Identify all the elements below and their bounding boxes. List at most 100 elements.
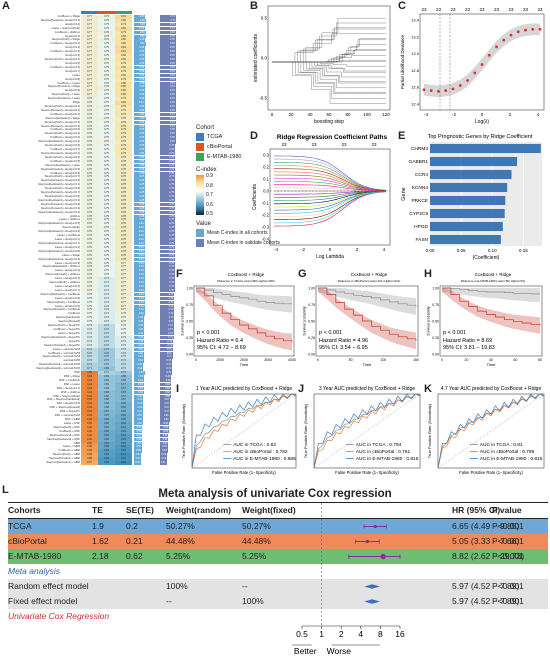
cindex-cell: 0.79: [115, 108, 132, 113]
cindex-cell: 0.75: [98, 230, 115, 235]
model-name: StepCox[forward] + Enet[α=0.8]: [40, 202, 80, 206]
cindex-cell: 0.72: [81, 359, 98, 364]
heatmap-row: StepCox[both] + Enet[α=0.4] 0.76 0.75 0.79 0…: [2, 132, 182, 137]
mean-validate-bar: 0.75: [160, 191, 175, 195]
heatmap-row: RSF + Lasso 0.94 0.69 0.67 0.62 0.68: [2, 382, 182, 387]
panel-label-l: L: [2, 484, 9, 496]
cindex-cell: 0.76: [81, 183, 98, 188]
mean-validate-bar: 0.64: [160, 441, 169, 446]
heatmap-row: StepCox[forward] + plsRcox 0.76 0.75 0.77 0.…: [2, 273, 182, 278]
mean-all-bar: 0.61: [134, 367, 144, 371]
model-name: StepCox[forward] + SuperPC: [43, 343, 80, 347]
cindex-cell: 0.77: [115, 261, 132, 266]
heatmap-row: Lasso + Enet[α=0.1] 0.76 0.75 0.78 0.64 0.75: [2, 238, 182, 242]
cindex-cell: 0.75: [98, 69, 115, 74]
mean-validate-bar: 0.76: [160, 128, 176, 132]
ridge-path: [274, 191, 387, 220]
cindex-cell: 0.77: [115, 308, 132, 313]
mean-validate-bar: 0.75: [160, 163, 175, 168]
heatmap-row: StepCox[both] 0.76 0.76 0.78 0.64 0.75: [2, 226, 182, 231]
cindex-cell: 0.72: [81, 347, 98, 352]
mean-all-bar: 0.61: [134, 363, 144, 367]
mean-validate-bar: 0.74: [160, 312, 175, 316]
roc-curve: [437, 393, 545, 469]
cindex-cell: 0.75: [98, 163, 115, 168]
cindex-cell: 0.72: [98, 343, 115, 348]
y-axis-label: Gene: [401, 187, 407, 200]
cindex-cell: 0.76: [81, 179, 98, 184]
heatmap-row: StepCox[backward] + CoxBoost 0.75 0.74 0.77…: [2, 292, 182, 297]
heatmap-row: Lasso + SuperPC 0.74 0.72 0.75 0.63 0.73: [2, 331, 182, 336]
model-name: Lasso + Enet[α=0.3]: [54, 261, 80, 265]
cindex-cell: 0.76: [98, 58, 115, 62]
mean-all-bar: 0.64: [134, 234, 145, 238]
cindex-cell: 0.76: [81, 238, 98, 242]
deviance-point: [458, 84, 462, 87]
cindex-cell: 0.79: [115, 148, 132, 152]
mean-validate-bar: 0.68: [160, 390, 171, 395]
mean-validate-bar: 0.76: [160, 61, 176, 66]
ridge-path: [274, 191, 387, 217]
mean-validate-bar: 0.75: [160, 175, 175, 179]
mean-all-bar: 0.65: [134, 175, 146, 179]
model-name: StepCox[backward] + GBM: [46, 461, 80, 465]
heatmap-row: StepCox[both] + Ridge 0.77 0.76 0.80 0.65 0.7…: [2, 38, 182, 43]
legend-cohort-label: cBioPortal: [207, 144, 233, 150]
cindex-cell: 0.75: [98, 108, 115, 113]
cindex-cell: 0.78: [115, 249, 132, 254]
model-name: StepCox[forward] + Enet[α=0.2]: [40, 108, 80, 112]
cindex-cell: 0.77: [81, 61, 98, 66]
x-tick: 0: [317, 358, 319, 362]
meta-cell-value: 50.27%: [166, 521, 195, 531]
cindex-cell: 0.78: [115, 206, 132, 211]
cindex-cell: 0.77: [115, 300, 132, 305]
x-axis-label: |Coefficient|: [473, 255, 499, 261]
meta-cell-value: 5.25%: [166, 551, 191, 561]
mean-all-bar: 0.65: [134, 210, 146, 215]
cindex-cell: 0.79: [115, 69, 132, 74]
model-name: CoxBoost + Enet[α=0.8]: [50, 159, 80, 163]
cindex-cell: 0.75: [81, 308, 98, 313]
cindex-cell: 0.74: [81, 324, 98, 329]
cindex-cell: 0.74: [98, 288, 115, 293]
cindex-cell: 0.75: [98, 89, 115, 94]
mean-all-bar: 0.63: [134, 339, 145, 344]
cindex-cell: 0.75: [98, 97, 115, 102]
cindex-cell: 0.62: [115, 449, 132, 454]
cindex-cell: 0.76: [81, 187, 98, 192]
meta-cell-value: P<0.001: [492, 536, 524, 546]
forest-point-estimate: [380, 553, 386, 560]
heatmap-row: Lasso + RSF 0.92 0.66 0.64 0.60 0.65: [2, 421, 182, 426]
x-tick: 100: [363, 112, 371, 117]
model-name: CoxBoost + GBM: [58, 449, 80, 453]
y-tick: 12.8: [411, 68, 420, 73]
model-name: CoxBoost + Lasso: [57, 81, 80, 85]
y-axis-label: Partial Likelihood Deviance: [400, 34, 405, 89]
cindex-cell: 0.76: [98, 38, 115, 43]
cindex-cell: 0.78: [115, 222, 132, 227]
cindex-cell: 0.74: [98, 292, 115, 297]
mean-validate-bar: 0.76: [160, 58, 176, 62]
model-name: RSF + plsRcox: [61, 390, 80, 394]
km-hazard-ratio: Hazard Ratio = 8.69: [443, 338, 492, 344]
plot-frame: [437, 393, 545, 469]
meta-cell-value: 44.48%: [166, 536, 195, 546]
model-name: RSF + CoxBoost: [59, 378, 80, 382]
cindex-cell: 0.76: [81, 234, 98, 239]
cindex-cell: 0.77: [81, 81, 98, 86]
roc-curve: [313, 393, 421, 469]
roc-curve: [313, 393, 421, 469]
cindex-cell: 0.75: [98, 54, 115, 59]
x-tick: 100: [380, 358, 386, 362]
model-name: StepCox[backward] + SuperPC: [41, 335, 80, 339]
km-legend: Riskscore in E-MTAB-1980 Low(n=50) High(…: [461, 279, 525, 283]
cindex-cell: 0.94: [81, 402, 98, 407]
meta-model-row: Random effect model 100% -- 5.97 (4.52 − 7.…: [8, 579, 548, 594]
cindex-cell: 0.61: [115, 453, 132, 458]
heatmap-row: StepCox[both] + Enet[α=0.7] 0.76 0.75 0.78 0…: [2, 175, 182, 180]
cindex-cell: 0.70: [98, 355, 115, 360]
mean-all-bar: 0.64: [134, 300, 145, 305]
cindex-cell: 0.75: [98, 93, 115, 98]
km-p-value: p < 0.001: [197, 330, 220, 336]
meta-analysis-label: Meta analysis: [8, 566, 60, 576]
